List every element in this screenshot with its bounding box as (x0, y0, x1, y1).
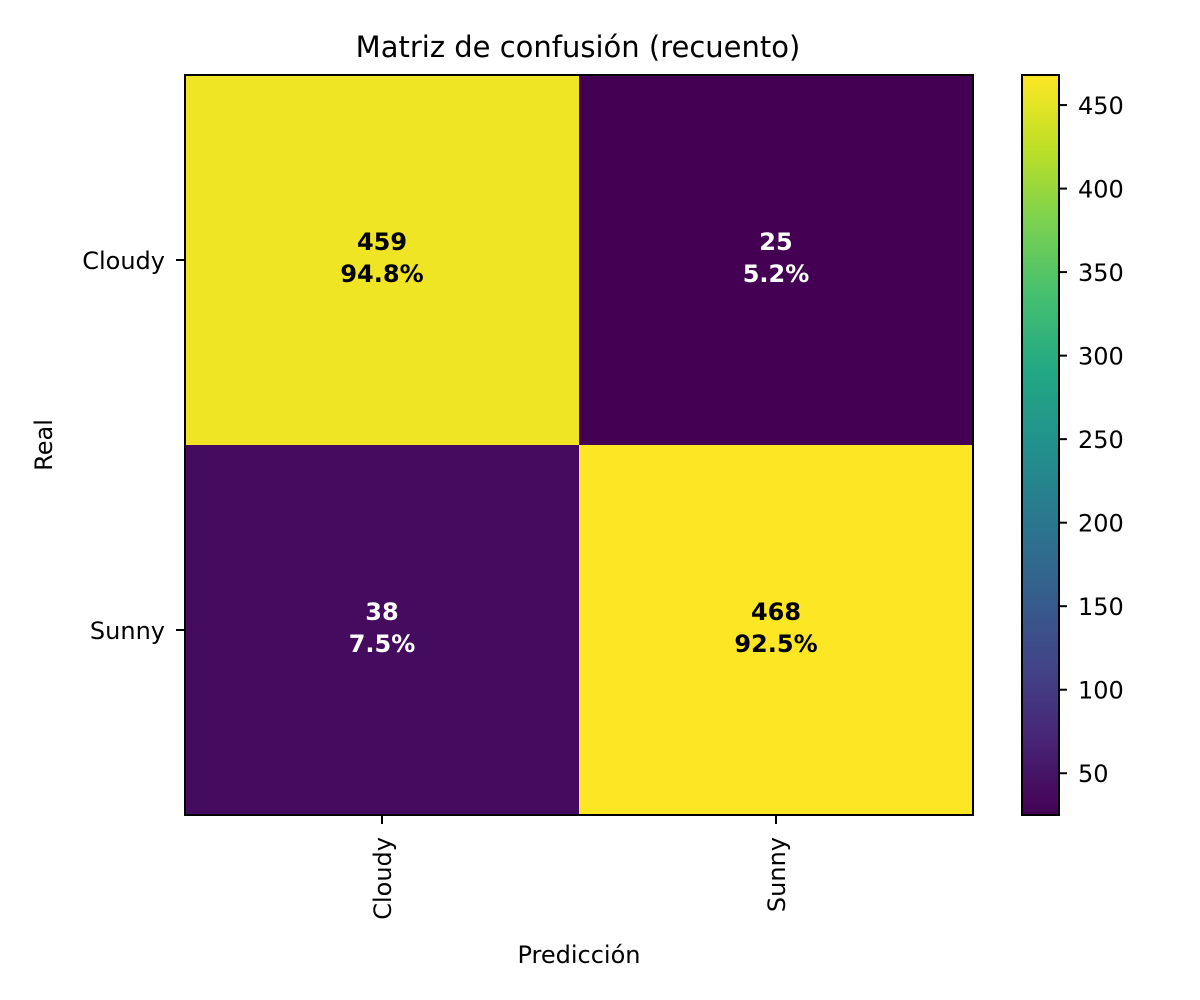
y-tick-label: Cloudy (82, 247, 165, 275)
colorbar-tick-label: 400 (1078, 176, 1124, 204)
y-axis-ticks: Cloudy Sunny (82, 247, 185, 645)
x-axis-label: Predicción (517, 941, 640, 969)
y-axis-label: Real (30, 419, 58, 471)
cell-percent-label: 92.5% (734, 630, 817, 658)
colorbar-ticks: 50 100 150 200 250 300 350 400 450 (1059, 92, 1124, 788)
colorbar-tick-label: 350 (1078, 259, 1124, 287)
plot-frame (184, 74, 974, 816)
x-tick-label: Sunny (763, 837, 791, 912)
colorbar-tick-label: 300 (1078, 343, 1124, 371)
cell-count-label: 459 (357, 228, 407, 256)
heatmap-cell (185, 75, 579, 445)
heatmap-cell (579, 75, 973, 445)
y-tick-label: Sunny (90, 617, 165, 645)
cell-percent-label: 94.8% (340, 260, 423, 288)
colorbar-gradient (1022, 75, 1059, 815)
cell-count-label: 468 (751, 598, 801, 626)
colorbar-tick-label: 150 (1078, 593, 1124, 621)
colorbar-tick-label: 250 (1078, 426, 1124, 454)
colorbar-frame (1021, 74, 1060, 816)
x-axis-ticks: Cloudy Sunny (369, 815, 791, 920)
cell-count-label: 38 (365, 598, 398, 626)
heatmap-cell (185, 445, 579, 815)
x-tick-label: Cloudy (369, 837, 397, 920)
colorbar-tick-label: 200 (1078, 510, 1124, 538)
colorbar-tick-label: 50 (1078, 760, 1109, 788)
colorbar-tick-label: 100 (1078, 677, 1124, 705)
cell-count-label: 25 (759, 228, 792, 256)
heatmap-cell (579, 445, 973, 815)
chart-title: Matriz de confusión (recuento) (356, 30, 801, 64)
cell-percent-label: 7.5% (349, 630, 416, 658)
colorbar-tick-label: 450 (1078, 92, 1124, 120)
colorbar: 50 100 150 200 250 300 350 400 450 (1021, 74, 1124, 816)
cell-percent-label: 5.2% (743, 260, 810, 288)
heatmap-cells: 459 94.8% 25 5.2% 38 7.5% 468 92.5% (185, 75, 973, 815)
